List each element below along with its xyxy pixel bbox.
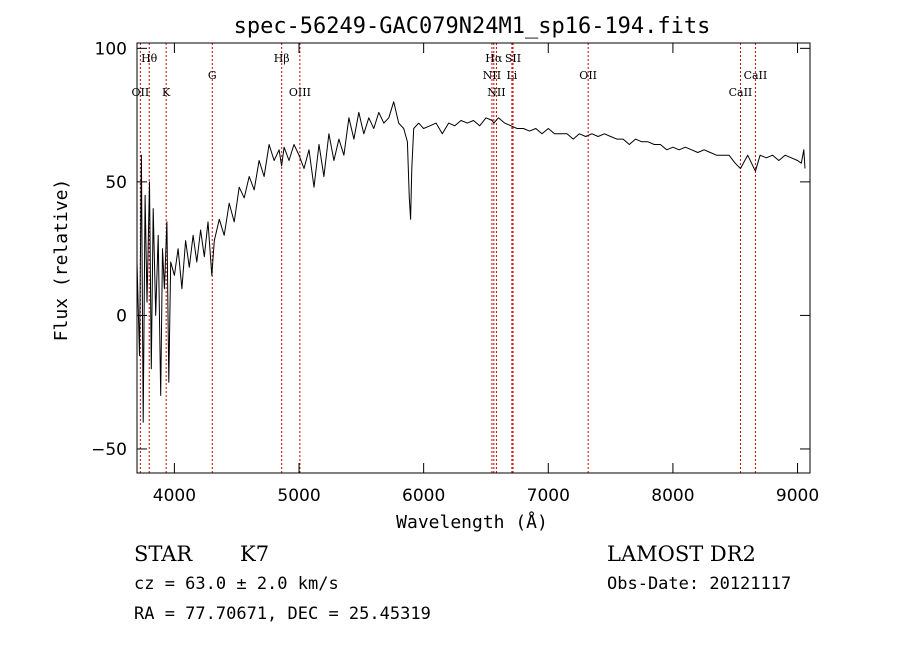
redshift-velocity: cz = 63.0 ± 2.0 km/s — [134, 574, 339, 594]
line-label-11: OII — [579, 69, 597, 82]
flux-series-line — [136, 101, 806, 423]
line-label-8: NII — [483, 69, 501, 82]
y-tick-label-0: −50 — [91, 440, 127, 460]
line-label-9: Li — [506, 69, 517, 82]
chart-title: spec-56249-GAC079N24M1_sp16-194.fits — [234, 14, 711, 39]
line-label-1: OII — [132, 86, 150, 99]
x-tick-label-5: 9000 — [776, 486, 819, 506]
line-label-6: Hα — [485, 52, 503, 65]
line-label-5: OIII — [289, 86, 311, 99]
sky-coordinates: RA = 77.70671, DEC = 25.45319 — [134, 604, 431, 624]
x-tick-label-4: 8000 — [651, 486, 694, 506]
plot-frame — [136, 42, 811, 474]
observation-date: Obs-Date: 20121117 — [607, 574, 791, 594]
line-label-13: CaII — [744, 69, 768, 82]
y-tick-label-2: 50 — [105, 173, 127, 193]
line-label-2: K — [162, 86, 171, 99]
line-label-4: Hβ — [274, 52, 290, 65]
line-label-12: CaII — [729, 86, 753, 99]
spectral-line-markers — [139, 43, 756, 473]
line-label-10: NII — [487, 86, 505, 99]
y-tick-label-3: 100 — [95, 39, 127, 59]
x-tick-label-0: 4000 — [153, 486, 196, 506]
y-tick-label-1: 0 — [116, 306, 127, 326]
y-axis-label: Flux (relative) — [51, 179, 72, 342]
x-axis-ticks: 4000 5000 6000 7000 8000 9000 — [153, 43, 819, 506]
line-label-7: SII — [505, 52, 521, 65]
line-label-0: Hθ — [141, 52, 158, 65]
object-class: STAR — [134, 542, 193, 566]
y-axis-ticks: −50 0 50 100 — [91, 39, 810, 460]
x-tick-label-2: 6000 — [402, 486, 445, 506]
x-tick-label-3: 7000 — [527, 486, 570, 506]
x-tick-label-1: 5000 — [277, 486, 320, 506]
survey-name: LAMOST DR2 — [607, 542, 756, 566]
line-label-3: G — [208, 69, 217, 82]
flux-curve — [136, 101, 806, 423]
x-axis-label: Wavelength (Å) — [396, 511, 548, 533]
object-subclass: K7 — [240, 542, 269, 566]
